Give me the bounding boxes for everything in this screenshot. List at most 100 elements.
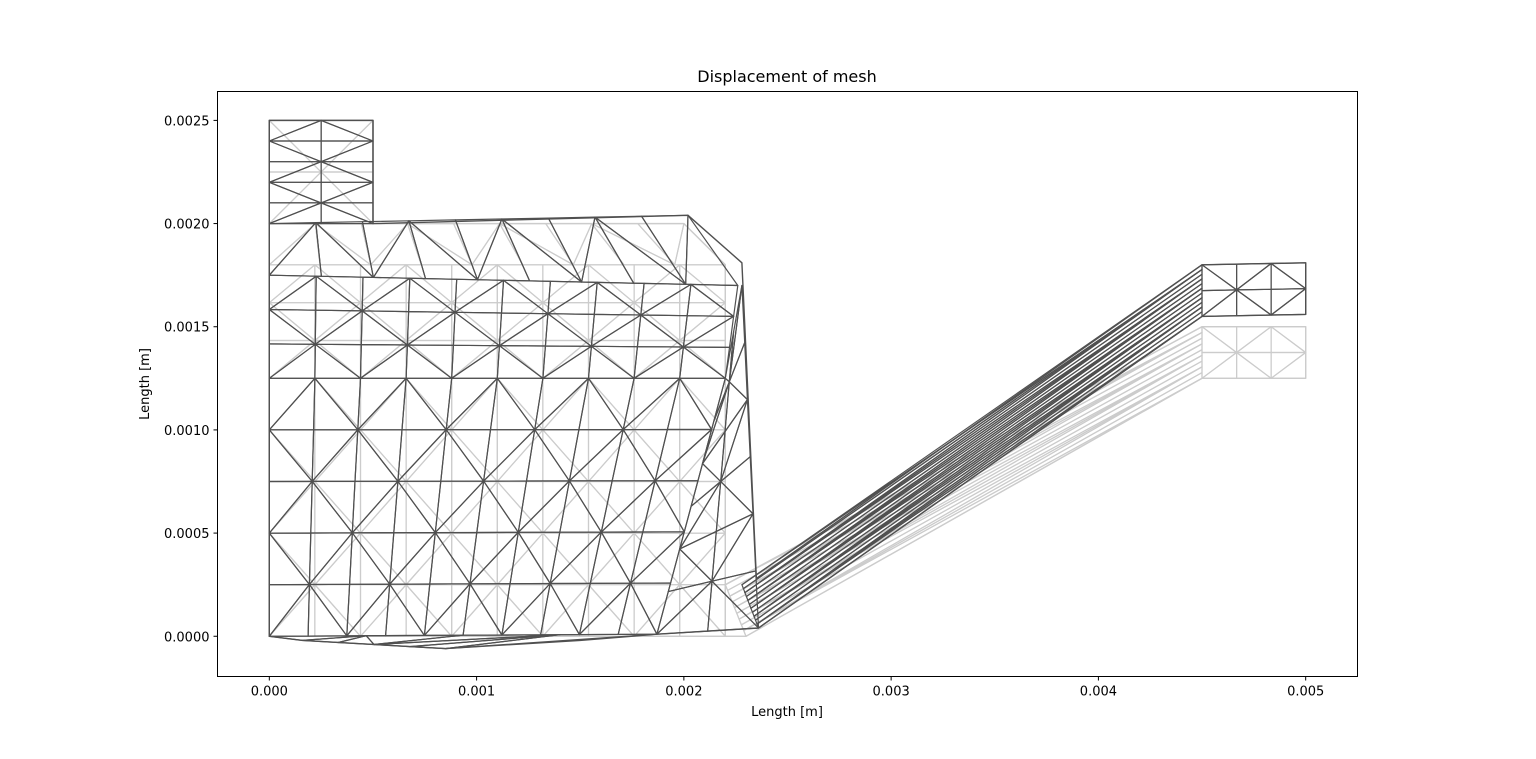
mesh-element (268, 308, 317, 345)
mesh-element (640, 214, 689, 285)
mesh-element (637, 223, 685, 266)
displaced-mesh (268, 119, 1307, 650)
mesh-element (373, 634, 561, 646)
mesh-element (633, 584, 681, 637)
x-axis: 0.000 0.001 0.002 0.003 0.004 0.005 (251, 676, 1324, 700)
mesh-element (444, 633, 658, 650)
mesh-element (525, 429, 571, 482)
mesh-element (656, 580, 713, 635)
mesh-element (320, 140, 374, 163)
y-tick-label: 0.0005 (164, 527, 210, 542)
mesh-element (629, 531, 685, 584)
mesh-element (496, 532, 544, 586)
y-tick-label: 0.0020 (164, 218, 210, 233)
mesh-element (314, 532, 362, 586)
mesh-element (268, 181, 322, 204)
mesh-element (453, 223, 501, 266)
mesh-element (351, 532, 395, 585)
mesh-element (268, 532, 312, 586)
mesh-element (314, 584, 362, 637)
mesh-element (549, 531, 602, 585)
x-tick-label: 0.003 (873, 685, 910, 700)
mesh-element (496, 584, 544, 637)
mesh-element (268, 532, 316, 586)
mesh-element (311, 429, 359, 482)
mesh-element (405, 532, 453, 586)
mesh-element (268, 202, 322, 225)
mesh-element (445, 429, 492, 482)
chart-title: Displacement of mesh (697, 67, 877, 86)
mesh-element (591, 223, 676, 266)
mesh-element (590, 313, 642, 347)
mesh-element (738, 360, 1203, 620)
plot-frame (217, 91, 1358, 677)
mesh-element (385, 583, 425, 637)
mesh-element (268, 343, 316, 379)
mesh-element (1201, 326, 1238, 354)
mesh-element (451, 302, 498, 342)
mesh-element (539, 582, 581, 636)
mesh-element (268, 274, 317, 311)
mesh-element (568, 480, 613, 533)
mesh-element (314, 343, 362, 379)
mesh-element (357, 377, 407, 431)
mesh-element (1201, 263, 1238, 291)
mesh-element (542, 302, 590, 342)
mesh-element (496, 264, 544, 304)
mesh-element (359, 344, 408, 379)
mesh-element (320, 202, 374, 225)
mesh-element (756, 311, 1203, 625)
mesh-element (320, 119, 374, 142)
mesh-element (753, 301, 1203, 617)
mesh-element (640, 282, 692, 316)
mesh-element (314, 309, 363, 345)
mesh-element (314, 264, 362, 304)
mesh-element (509, 531, 551, 585)
y-tick-label: 0.0000 (164, 630, 210, 645)
mesh-element (397, 429, 447, 482)
mesh-element (600, 480, 656, 533)
mesh-element (1270, 262, 1307, 290)
y-tick-label: 0.0025 (164, 114, 210, 129)
mesh-element (744, 273, 1203, 594)
mesh-element (622, 377, 681, 431)
mesh-element (542, 532, 590, 586)
mesh-element (1270, 351, 1307, 379)
x-tick-label: 0.000 (251, 685, 288, 700)
mesh-element (389, 531, 436, 585)
mesh-element (1201, 289, 1238, 317)
mesh-element (405, 377, 453, 431)
mesh-element (268, 583, 310, 637)
mesh-element (750, 292, 1203, 609)
mesh-element (268, 302, 316, 342)
mesh-element (483, 429, 536, 482)
mesh-element (743, 372, 1203, 632)
mesh-element (547, 280, 598, 315)
mesh-element (357, 429, 403, 482)
mesh-element (429, 531, 471, 585)
mesh-element (451, 532, 498, 586)
mesh-element (361, 310, 410, 346)
mesh-element (359, 429, 407, 483)
mesh-element (268, 429, 315, 482)
mesh-element (351, 480, 399, 534)
mesh-element (1270, 288, 1307, 316)
mesh-element (361, 220, 410, 278)
y-tick-label: 0.0010 (164, 424, 210, 439)
mesh-element (542, 429, 590, 483)
mesh-element (405, 264, 453, 304)
mesh-element (405, 480, 453, 534)
y-axis-title: Length [m] (138, 348, 153, 420)
mesh-element (642, 480, 685, 533)
mesh-element (1235, 262, 1272, 291)
mesh-element (268, 377, 316, 431)
mesh-element (587, 377, 635, 431)
mesh-element (311, 480, 356, 534)
mesh-element (572, 223, 625, 266)
mesh-element (462, 583, 503, 636)
mesh-element (1235, 351, 1272, 379)
mesh-element (542, 345, 593, 379)
mesh-element (496, 480, 544, 534)
mesh-element (405, 302, 453, 342)
x-tick-label: 0.005 (1287, 685, 1324, 700)
